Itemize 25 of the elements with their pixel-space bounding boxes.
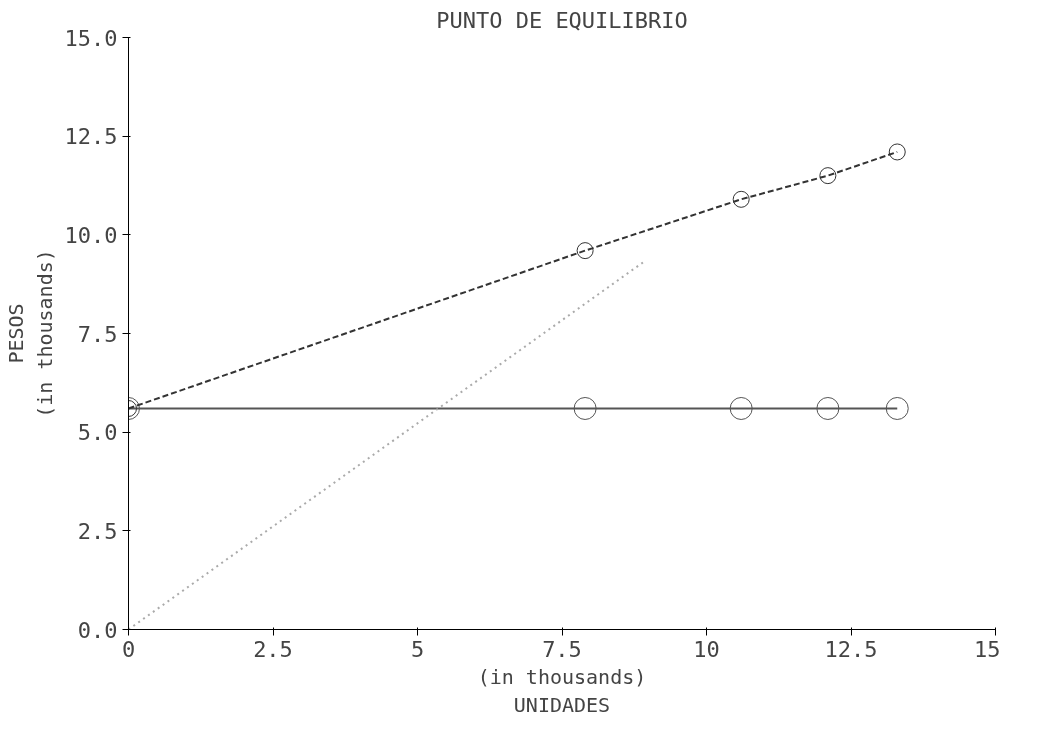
y-tick-label: 5.0 (77, 420, 118, 446)
x-axis-title: (in thousands) UNIDADES (477, 664, 647, 718)
point (576, 242, 594, 260)
y-tick-label: 7.5 (77, 321, 118, 347)
point (732, 190, 750, 208)
x-tick-label: 7.5 (542, 636, 582, 662)
y-axis-title: PESOS (in thousands) (3, 249, 57, 418)
point (729, 397, 753, 420)
y-tick-label: 10.0 (64, 222, 118, 248)
y-tick-label: 2.5 (77, 518, 118, 544)
point (816, 397, 840, 420)
x-tick-label: 0 (121, 636, 136, 662)
point (885, 397, 909, 420)
point (573, 397, 597, 420)
x-tick-label: 12.5 (824, 636, 878, 662)
x-tick-label: 2.5 (253, 636, 293, 662)
point (888, 143, 906, 161)
x-tick-label: 15 (974, 636, 1001, 662)
y-tick-label: 0.0 (77, 617, 118, 643)
y-tick-label: 15.0 (64, 25, 118, 51)
point (819, 167, 837, 185)
x-tick-label: 10 (693, 636, 720, 662)
y-tick-label: 12.5 (64, 124, 118, 150)
chart-title: PUNTO DE EQUILIBRIO (436, 7, 688, 33)
x-tick-label: 5 (410, 636, 425, 662)
